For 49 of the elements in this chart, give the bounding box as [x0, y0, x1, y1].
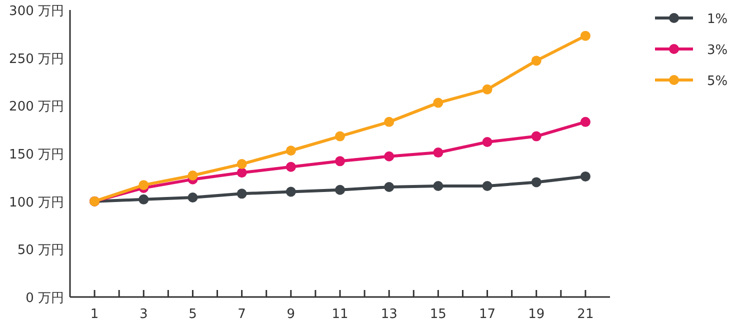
- point: [138, 194, 149, 204]
- point: [580, 30, 590, 41]
- x-tick-label: 3: [139, 307, 148, 322]
- point: [188, 170, 198, 181]
- y-tick-label: 100 万円: [9, 195, 64, 210]
- point: [286, 186, 296, 197]
- point: [531, 177, 542, 188]
- point: [482, 137, 492, 148]
- point: [433, 181, 444, 192]
- point: [236, 159, 247, 170]
- point: [188, 192, 198, 203]
- point: [384, 182, 394, 192]
- point: [236, 168, 247, 178]
- point: [433, 98, 444, 108]
- x-tick-label: 11: [332, 307, 348, 322]
- x-tick-label: 17: [479, 307, 496, 322]
- y-tick-label: 250 万円: [9, 52, 64, 67]
- x-tick-label: 5: [188, 307, 197, 322]
- point: [335, 156, 345, 166]
- point: [482, 181, 492, 192]
- point: [384, 116, 394, 127]
- point: [433, 148, 444, 158]
- point: [482, 84, 492, 94]
- legend-label: 5%: [707, 74, 728, 89]
- y-tick-label: 150 万円: [9, 148, 64, 162]
- point: [384, 151, 394, 162]
- y-tick-label: 0 万円: [26, 291, 64, 306]
- x-tick-label: 21: [577, 307, 594, 322]
- x-tick-label: 15: [430, 307, 446, 322]
- legend-label: 1%: [707, 12, 728, 27]
- legend-label: 3%: [707, 43, 728, 58]
- point: [531, 131, 542, 142]
- x-tick-label: 9: [286, 307, 296, 322]
- point: [236, 188, 247, 199]
- x-tick-label: 13: [380, 307, 398, 322]
- y-tick-label: 300 万円: [9, 4, 64, 19]
- point: [335, 131, 345, 142]
- point: [335, 184, 345, 195]
- y-tick-label: 50 万円: [17, 243, 64, 258]
- point: [286, 162, 296, 172]
- point: [580, 171, 590, 182]
- point: [138, 180, 149, 190]
- x-tick-label: 1: [90, 307, 99, 322]
- point: [580, 116, 590, 127]
- x-tick-label: 7: [238, 307, 246, 322]
- point: [286, 146, 296, 156]
- x-tick-label: 19: [528, 307, 545, 322]
- point: [531, 56, 542, 66]
- y-tick-label: 200 万円: [9, 100, 64, 115]
